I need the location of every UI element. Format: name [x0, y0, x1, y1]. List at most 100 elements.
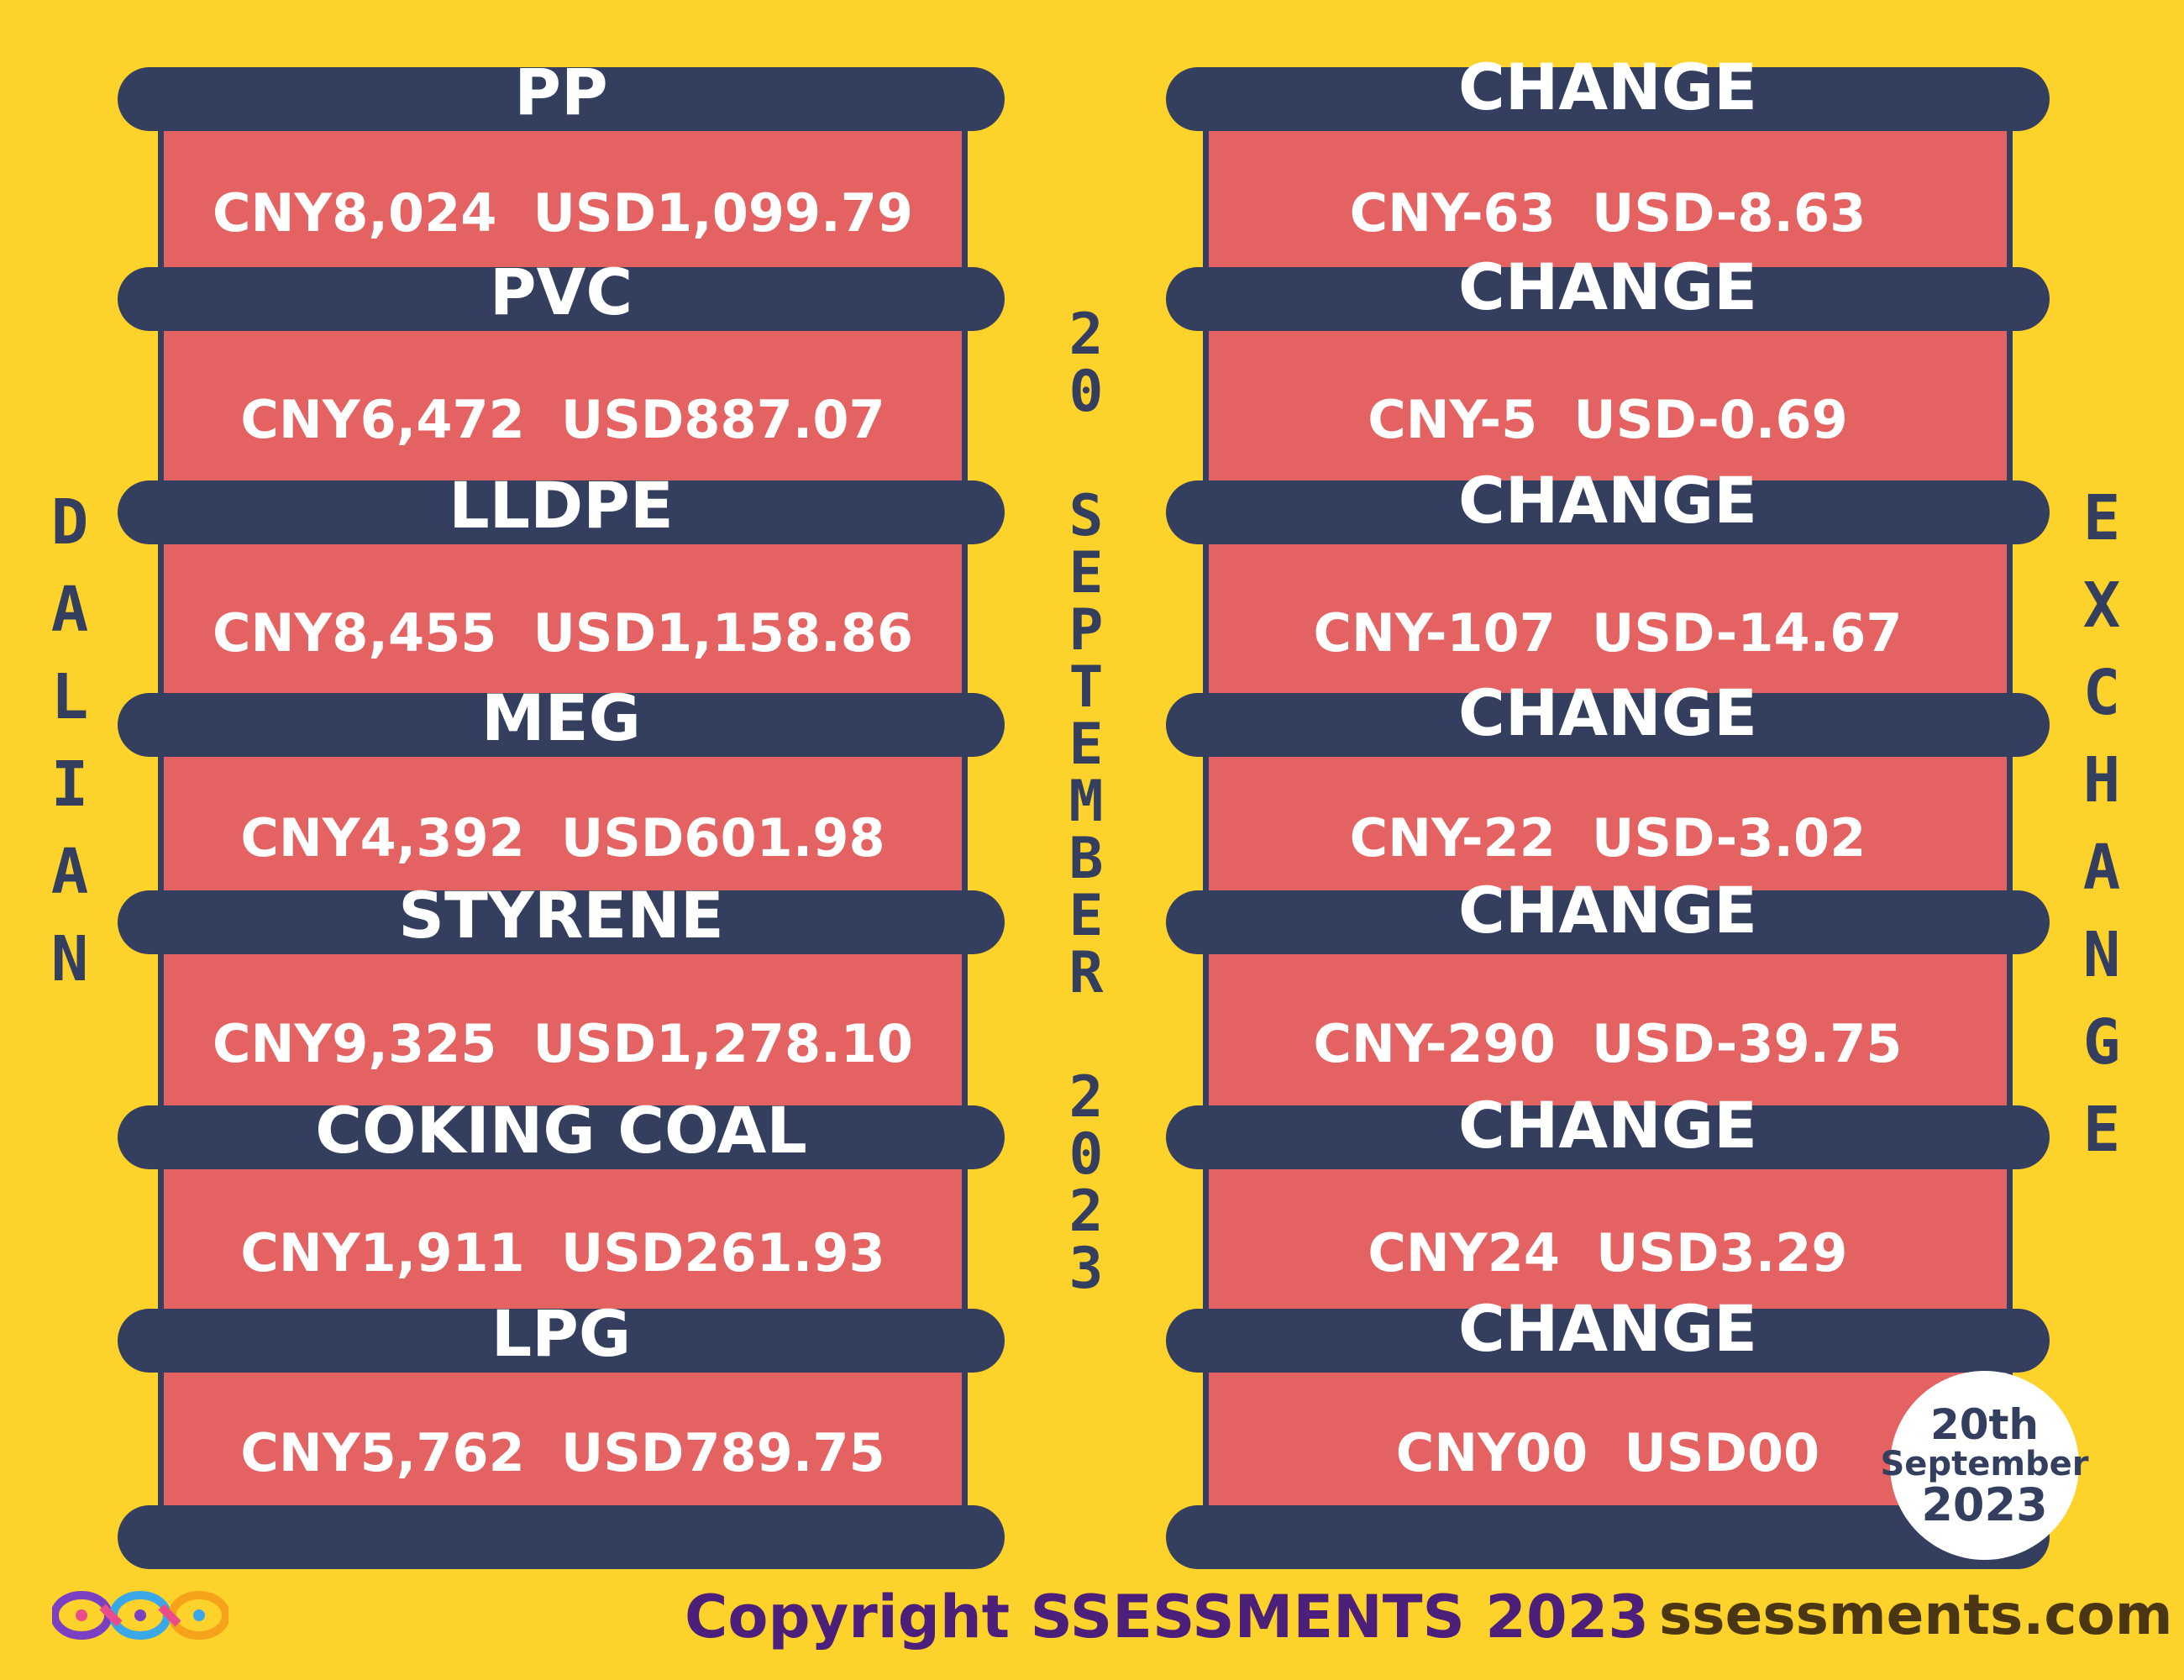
date-month-char: M [1068, 769, 1104, 835]
left-label-letter: N [50, 923, 89, 995]
price-column: CNY8,024 USD1,099.79 PP CNY6,472 USD887.07… [0, 0, 1092, 1596]
price-panel: CNY8,024 USD1,099.79 [158, 109, 968, 292]
date-year-char: 2 [1068, 1179, 1104, 1245]
commodity-title-bar: COKING COAL [118, 1099, 1005, 1169]
price-panel: CNY1,911 USD261.93 [158, 1147, 968, 1334]
change-label: CHANGE [1457, 50, 1758, 124]
change-title-bar: CHANGE [1166, 255, 2050, 331]
left-label-letter: I [50, 748, 89, 821]
change-column: CNY-63 USD-8.63 CHANGE CNY-5 USD-0.69 CHANG… [1166, 55, 2050, 1569]
date-month-char: B [1068, 826, 1104, 892]
price-panel: CNY4,392 USD601.98 [158, 735, 968, 916]
change-value: CNY-107 USD-14.67 [1313, 601, 1903, 664]
bottom-bar [1166, 1505, 2050, 1569]
badge-year: 2023 [1921, 1478, 2048, 1531]
price-panel: CNY9,325 USD1,278.10 [158, 932, 968, 1131]
date-month-char: E [1068, 540, 1104, 606]
change-panel: CNY-63 USD-8.63 [1203, 109, 2013, 292]
change-value: CNY00 USD00 [1395, 1422, 1820, 1483]
commodity-name: COKING COAL [315, 1093, 807, 1168]
left-label-letter: L [50, 661, 89, 733]
date-year-char: 2 [1068, 1064, 1104, 1131]
footer-website-link[interactable]: ssessments.com [1659, 1583, 2173, 1647]
change-title-bar: CHANGE [1166, 1297, 2050, 1373]
commodity-title-bar: MEG [118, 686, 1005, 757]
left-label-letter: A [50, 574, 89, 646]
date-day-char: 0 [1068, 359, 1104, 425]
right-label-letter: E [2082, 482, 2121, 554]
price-value: CNY4,392 USD601.98 [240, 806, 885, 869]
commodity-name: MEG [481, 680, 641, 755]
change-value: CNY-22 USD-3.02 [1349, 806, 1866, 869]
date-month-char: T [1068, 654, 1104, 721]
commodity-name: PP [514, 55, 608, 129]
change-label: CHANGE [1457, 1088, 1758, 1163]
change-title-bar: CHANGE [1166, 1094, 2050, 1169]
badge-month: September [1880, 1444, 2089, 1483]
change-title-bar: CHANGE [1166, 55, 2050, 131]
commodity-name: PVC [489, 255, 633, 329]
change-value: CNY-63 USD-8.63 [1349, 182, 1866, 244]
change-label: CHANGE [1457, 249, 1758, 324]
right-label-letter: X [2082, 570, 2121, 642]
change-value: CNY-290 USD-39.75 [1313, 1013, 1903, 1074]
date-month-char: R [1068, 940, 1104, 1006]
price-panel: CNY8,455 USD1,158.86 [158, 522, 968, 718]
change-value: CNY-5 USD-0.69 [1368, 389, 1848, 450]
price-value: CNY1,911 USD261.93 [240, 1222, 885, 1284]
commodity-title-bar: LPG [118, 1302, 1005, 1373]
change-panel: CNY-290 USD-39.75 [1203, 932, 2013, 1131]
commodity-title-bar: PP [118, 60, 1005, 131]
date-month-char: P [1068, 597, 1104, 664]
right-label-letter: G [2082, 1006, 2121, 1079]
price-value: CNY8,024 USD1,099.79 [213, 182, 913, 244]
change-panel: CNY00 USD00 [1203, 1351, 2013, 1530]
right-label-letter: A [2082, 832, 2121, 904]
commodity-name: LPG [491, 1296, 632, 1371]
date-month-char: E [1068, 711, 1104, 778]
change-label: CHANGE [1457, 463, 1758, 538]
price-panel: CNY5,762 USD789.75 [158, 1351, 968, 1530]
ssessments-infinity-logo-icon [52, 1591, 228, 1640]
date-month-char: S [1068, 483, 1104, 549]
date-badge: 20th September 2023 [1881, 1371, 2089, 1560]
change-value: CNY24 USD3.29 [1368, 1222, 1848, 1284]
change-panel: CNY24 USD3.29 [1203, 1147, 2013, 1334]
change-label: CHANGE [1457, 873, 1758, 948]
bottom-bar [118, 1505, 1005, 1569]
price-value: CNY5,762 USD789.75 [240, 1422, 885, 1483]
change-title-bar: CHANGE [1166, 879, 2050, 954]
right-label-letter: C [2082, 657, 2121, 729]
change-label: CHANGE [1457, 675, 1758, 750]
commodity-title-bar: PVC [118, 260, 1005, 331]
commodity-title-bar: LLDPE [118, 474, 1005, 544]
price-value: CNY9,325 USD1,278.10 [213, 1013, 913, 1074]
change-title-bar: CHANGE [1166, 469, 2050, 544]
change-label: CHANGE [1457, 1291, 1758, 1366]
date-year-char: 0 [1068, 1121, 1104, 1188]
change-panel: CNY-107 USD-14.67 [1203, 522, 2013, 718]
commodity-title-bar: STYRENE [118, 884, 1005, 954]
change-panel: CNY-22 USD-3.02 [1203, 735, 2013, 916]
right-label-letter: H [2082, 744, 2121, 816]
left-label-letter: D [50, 486, 89, 559]
change-title-bar: CHANGE [1166, 681, 2050, 757]
price-value: CNY8,455 USD1,158.86 [213, 601, 913, 664]
date-day-char: 2 [1068, 302, 1104, 368]
commodity-name: LLDPE [449, 468, 674, 543]
left-label-letter: A [50, 836, 89, 908]
change-panel: CNY-5 USD-0.69 [1203, 309, 2013, 506]
footer-copyright: Copyright SSESSMENTS 2023 [685, 1583, 1650, 1651]
right-label-letter: E [2082, 1094, 2121, 1166]
commodity-name: STYRENE [398, 878, 724, 953]
date-month-char: E [1068, 883, 1104, 949]
price-value: CNY6,472 USD887.07 [240, 389, 885, 450]
right-label-letter: N [2082, 919, 2121, 991]
badge-day: 20th [1929, 1399, 2040, 1449]
